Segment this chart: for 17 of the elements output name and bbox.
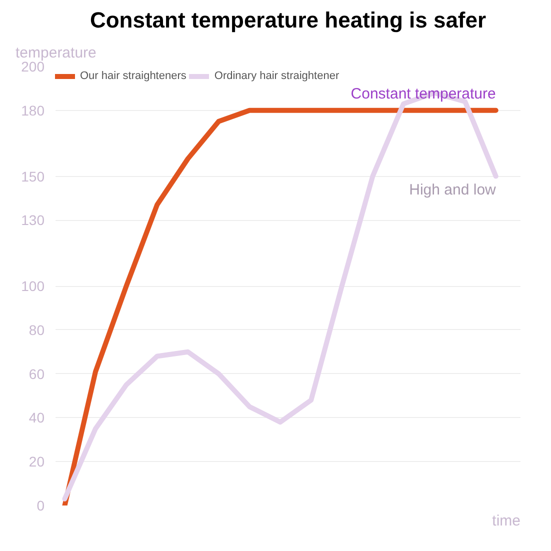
y-tick-label: 200 xyxy=(21,58,45,74)
y-tick-label: 80 xyxy=(28,322,45,338)
y-tick-label: 150 xyxy=(21,168,45,184)
legend-label: Ordinary hair straightener xyxy=(214,70,340,82)
y-tick-label: 40 xyxy=(28,410,45,426)
y-tick-label: 180 xyxy=(21,102,45,118)
annotation: Constant temperature xyxy=(350,85,496,102)
y-tick-label: 20 xyxy=(28,454,45,470)
y-tick-label: 130 xyxy=(21,212,45,228)
y-axis-title: temperature xyxy=(16,44,96,62)
chart-title: Constant temperature heating is safer xyxy=(90,8,486,32)
y-tick-label: 100 xyxy=(21,278,45,294)
annotation: High and low xyxy=(409,181,496,198)
y-tick-label: 60 xyxy=(28,366,45,382)
y-tick-label: 0 xyxy=(36,498,45,514)
legend-label: Our hair straighteners xyxy=(80,70,186,82)
x-axis-title: time xyxy=(492,512,521,530)
